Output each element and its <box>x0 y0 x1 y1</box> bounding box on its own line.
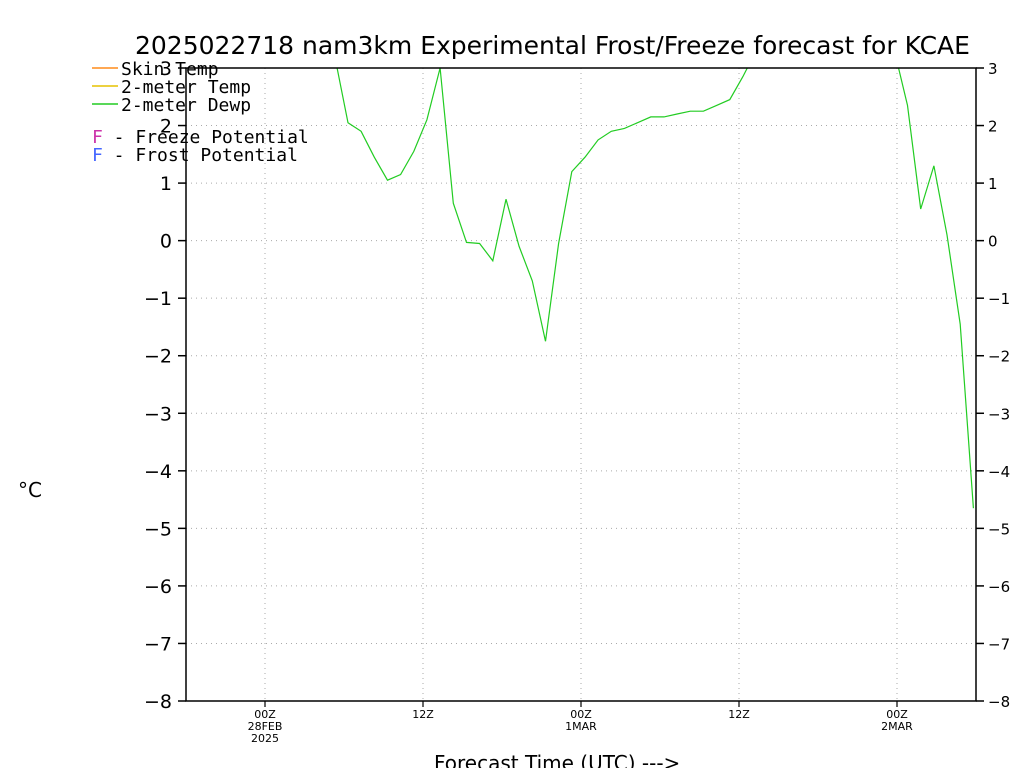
y-tick-label-left: 2 <box>160 116 172 138</box>
y-tick-label-right: −7 <box>988 635 1010 653</box>
x-tick-label: 00Z <box>254 708 276 721</box>
y-tick-label-left: −7 <box>144 633 172 655</box>
x-tick-label: 12Z <box>412 708 434 721</box>
legend-label-2m-temp: 2-meter Temp <box>121 77 251 98</box>
y-tick-label-left: −8 <box>144 691 172 713</box>
y-tick-label-left: −6 <box>144 576 172 598</box>
y-tick-label-right: −5 <box>988 520 1010 538</box>
y-tick-label-left: 0 <box>160 231 172 253</box>
x-axis-label: Forecast Time (UTC) ---> <box>434 751 680 768</box>
chart-title: 2025022718 nam3km Experimental Frost/Fre… <box>135 31 970 60</box>
y-tick-label-right: 0 <box>988 233 998 251</box>
y-tick-label-right: −2 <box>988 348 1010 366</box>
series-layer <box>336 68 974 509</box>
legend-frost-potential: F - Frost Potential <box>92 145 298 166</box>
x-tick-label: 2MAR <box>881 720 913 733</box>
y-tick-label-left: −2 <box>144 346 172 368</box>
series-line-2m-dewp <box>336 68 974 509</box>
x-tick-label: 2025 <box>251 732 279 745</box>
frost-symbol: F <box>92 145 103 166</box>
x-tick-label: 00Z <box>570 708 592 721</box>
y-tick-label-right: −4 <box>988 463 1010 481</box>
x-tick-label: 12Z <box>728 708 750 721</box>
y-tick-label-left: −4 <box>144 461 172 483</box>
y-tick-label-left: −1 <box>144 288 172 310</box>
plot-frame <box>185 67 977 702</box>
x-tick-label: 28FEB <box>248 720 283 733</box>
y-tick-label-right: 3 <box>988 60 998 78</box>
gridlines <box>186 67 976 702</box>
y-tick-label-right: −6 <box>988 578 1010 596</box>
x-tick-label: 00Z <box>886 708 908 721</box>
y-tick-label-right: −3 <box>988 405 1010 423</box>
freeze-text: - Freeze Potential <box>103 127 309 148</box>
freeze-symbol: F <box>92 127 103 148</box>
x-tick-label: 1MAR <box>565 720 597 733</box>
legend-label-2m-dewp: 2-meter Dewp <box>121 95 251 116</box>
y-tick-label-left: −3 <box>144 403 172 425</box>
y-tick-label-right: −8 <box>988 693 1010 711</box>
legend-label-skin-temp: Skin Temp <box>121 59 219 80</box>
y-tick-label-right: 2 <box>988 118 998 136</box>
y-ticks: 3 3 2 2 1 1 0 0 −1 −1 −2 −2 −3 −3 −4 −4 −5 −5 −6 −6 −7 −7 −8 −8 <box>144 58 1010 713</box>
y-tick-label-left: −5 <box>144 518 172 540</box>
y-tick-label-left: 3 <box>160 58 172 80</box>
y-tick-label-right: 1 <box>988 175 998 193</box>
y-tick-label-right: −1 <box>988 290 1010 308</box>
frost-text: - Frost Potential <box>103 145 298 166</box>
legend-freeze-potential: F - Freeze Potential <box>92 127 309 148</box>
legend: Skin Temp 2-meter Temp 2-meter Dewp F - … <box>92 59 309 166</box>
y-tick-label-left: 1 <box>160 173 172 195</box>
y-axis-label: °C <box>18 478 42 502</box>
